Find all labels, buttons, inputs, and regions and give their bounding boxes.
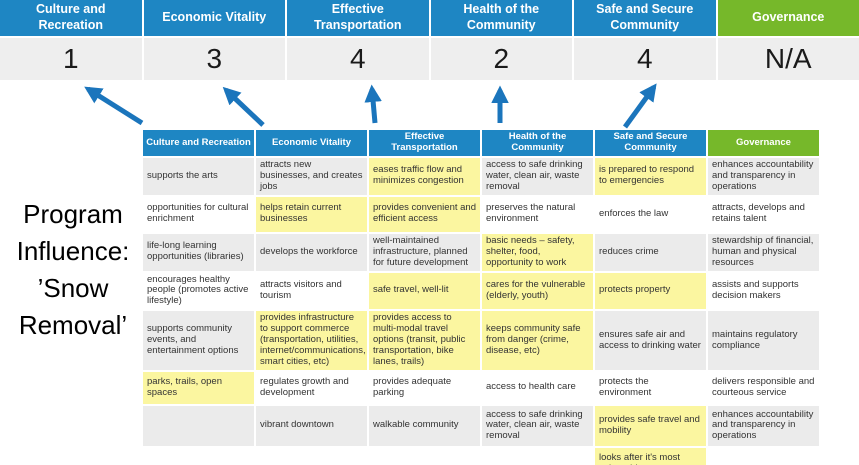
summary-header-governance: Governance — [717, 0, 859, 36]
matrix-cell-economic-vitality-r4: attracts visitors and tourism — [256, 272, 367, 310]
matrix-cell-governance-r5: maintains regulatory compliance — [708, 311, 819, 370]
matrix-cell-governance-r4: assists and supports decision makers — [708, 272, 819, 310]
matrix-header-effective-transportation: Effective Transportation — [369, 130, 480, 156]
matrix-cell-safe-and-secure-community-r3: reduces crime — [595, 233, 706, 271]
matrix-row: supports community events, and entertain… — [143, 311, 819, 370]
matrix-cell-economic-vitality-r3: develops the workforce — [256, 233, 367, 271]
arrow-economic-icon — [222, 86, 265, 127]
summary-score-culture-and-recreation: 1 — [0, 38, 142, 80]
program-title-line: Program — [23, 199, 123, 229]
matrix-cell-health-of-the-community-r3: basic needs – safety, shelter, food, opp… — [482, 233, 593, 271]
matrix-cell-safe-and-secure-community-r4: protects property — [595, 272, 706, 310]
matrix-header-culture-and-recreation: Culture and Recreation — [143, 130, 254, 156]
matrix-cell-governance-r6: delivers responsible and courteous servi… — [708, 371, 819, 404]
matrix-cell-culture-and-recreation-r1: supports the arts — [143, 158, 254, 195]
matrix-row: parks, trails, open spaces regulates grow… — [143, 371, 819, 404]
matrix-table: Culture and Recreation Economic Vitality E… — [141, 128, 821, 465]
matrix-cell-health-of-the-community-r5: keeps community safe from danger (crime,… — [482, 311, 593, 370]
summary-header-effective-transportation: Effective Transportation — [287, 0, 429, 36]
matrix-cell-health-of-the-community-r4: cares for the vulnerable (elderly, youth… — [482, 272, 593, 310]
matrix-row: supports the arts attracts new businesses… — [143, 158, 819, 195]
matrix-cell-culture-and-recreation-r6: parks, trails, open spaces — [143, 371, 254, 404]
matrix-cell-culture-and-recreation-r7 — [143, 405, 254, 446]
matrix-row: encourages healthy people (promotes acti… — [143, 272, 819, 310]
matrix-cell-economic-vitality-r8 — [256, 447, 367, 465]
matrix-cell-safe-and-secure-community-r1: is prepared to respond to emergencies — [595, 158, 706, 195]
matrix-header-governance: Governance — [708, 130, 819, 156]
matrix-header-row: Culture and Recreation Economic Vitality E… — [143, 130, 819, 156]
matrix-cell-health-of-the-community-r8 — [482, 447, 593, 465]
matrix-cell-safe-and-secure-community-r2: enforces the law — [595, 196, 706, 232]
summary-score-economic-vitality: 3 — [143, 38, 285, 80]
summary-header-economic-vitality: Economic Vitality — [143, 0, 285, 36]
program-title-line: Influence: — [16, 236, 130, 266]
matrix-cell-health-of-the-community-r6: access to health care — [482, 371, 593, 404]
summary-header-row: Culture and Recreation Economic Vitality E… — [0, 0, 859, 36]
matrix-cell-governance-r8 — [708, 447, 819, 465]
matrix-cell-safe-and-secure-community-r7: provides safe travel and mobility — [595, 405, 706, 446]
matrix-cell-health-of-the-community-r1: access to safe drinking water, clean air… — [482, 158, 593, 195]
matrix-cell-governance-r7: enhances accountability and transparency… — [708, 405, 819, 446]
matrix-cell-economic-vitality-r1: attracts new businesses, and creates job… — [256, 158, 367, 195]
matrix-cell-effective-transportation-r6: provides adequate parking — [369, 371, 480, 404]
summary-score-governance: N/A — [717, 38, 859, 80]
matrix-row: looks after it's most vulnerable — [143, 447, 819, 465]
matrix-cell-governance-r2: attracts, develops and retains talent — [708, 196, 819, 232]
arrow-safe-icon — [622, 83, 657, 129]
matrix-header-health-of-the-community: Health of the Community — [482, 130, 593, 156]
matrix-header-economic-vitality: Economic Vitality — [256, 130, 367, 156]
matrix-cell-effective-transportation-r1: eases traffic flow and minimizes congest… — [369, 158, 480, 195]
matrix-cell-effective-transportation-r5: provides access to multi-modal travel op… — [369, 311, 480, 370]
matrix-cell-culture-and-recreation-r3: life-long learning opportunities (librar… — [143, 233, 254, 271]
matrix-body: supports the arts attracts new businesses… — [143, 158, 819, 465]
arrow-transport-icon — [364, 84, 382, 124]
summary-header-culture-and-recreation: Culture and Recreation — [0, 0, 142, 36]
matrix-cell-culture-and-recreation-r2: opportunities for cultural enrichment — [143, 196, 254, 232]
arrow-culture-icon — [84, 86, 144, 126]
matrix-row: opportunities for cultural enrichment hel… — [143, 196, 819, 232]
summary-header-safe-and-secure-community: Safe and Secure Community — [574, 0, 716, 36]
matrix-cell-economic-vitality-r5: provides infrastructure to support comme… — [256, 311, 367, 370]
matrix-cell-culture-and-recreation-r8 — [143, 447, 254, 465]
matrix-cell-culture-and-recreation-r5: supports community events, and entertain… — [143, 311, 254, 370]
program-title-line: Removal’ — [18, 310, 128, 340]
matrix-cell-safe-and-secure-community-r6: protects the environment — [595, 371, 706, 404]
matrix-cell-effective-transportation-r3: well-maintained infrastructure, planned … — [369, 233, 480, 271]
matrix-cell-safe-and-secure-community-r8: looks after it's most vulnerable — [595, 447, 706, 465]
influence-arrows — [84, 83, 657, 129]
matrix-cell-culture-and-recreation-r4: encourages healthy people (promotes acti… — [143, 272, 254, 310]
program-title: Program Influence: ’Snow Removal’ — [0, 196, 146, 344]
matrix-cell-governance-r3: stewardship of financial, human and phys… — [708, 233, 819, 271]
summary-score-safe-and-secure-community: 4 — [574, 38, 716, 80]
matrix-cell-effective-transportation-r2: provides convenient and efficient access — [369, 196, 480, 232]
matrix-cell-safe-and-secure-community-r5: ensures safe air and access to drinking … — [595, 311, 706, 370]
summary-score-row: 1 3 4 2 4 N/A — [0, 38, 859, 80]
summary-score-effective-transportation: 4 — [287, 38, 429, 80]
matrix-header-safe-and-secure-community: Safe and Secure Community — [595, 130, 706, 156]
influence-matrix: Culture and Recreation Economic Vitality E… — [141, 128, 821, 465]
matrix-cell-effective-transportation-r7: walkable community — [369, 405, 480, 446]
program-title-line: ’Snow — [37, 273, 109, 303]
matrix-cell-effective-transportation-r4: safe travel, well-lit — [369, 272, 480, 310]
summary-score-health-of-the-community: 2 — [430, 38, 572, 80]
summary-header-health-of-the-community: Health of the Community — [430, 0, 572, 36]
matrix-cell-governance-r1: enhances accountability and transparency… — [708, 158, 819, 195]
matrix-row: life-long learning opportunities (librar… — [143, 233, 819, 271]
matrix-cell-economic-vitality-r6: regulates growth and development — [256, 371, 367, 404]
matrix-cell-health-of-the-community-r2: preserves the natural environment — [482, 196, 593, 232]
matrix-cell-effective-transportation-r8 — [369, 447, 480, 465]
matrix-cell-health-of-the-community-r7: access to safe drinking water, clean air… — [482, 405, 593, 446]
matrix-cell-economic-vitality-r2: helps retain current businesses — [256, 196, 367, 232]
matrix-cell-economic-vitality-r7: vibrant downtown — [256, 405, 367, 446]
matrix-row: vibrant downtown walkable community access… — [143, 405, 819, 446]
